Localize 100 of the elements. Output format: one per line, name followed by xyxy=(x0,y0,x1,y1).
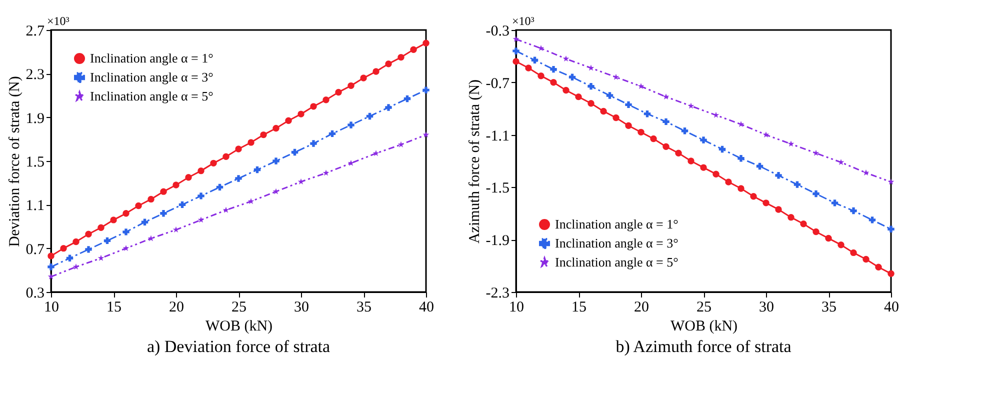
point xyxy=(675,150,682,156)
point xyxy=(788,140,794,147)
point xyxy=(48,252,54,260)
point xyxy=(650,135,657,142)
point xyxy=(750,193,757,200)
point xyxy=(762,200,770,206)
point xyxy=(850,249,857,256)
legend-label: Inclination angle α = 5° xyxy=(555,254,678,270)
y-tick-label: 1.1 xyxy=(26,198,44,214)
point xyxy=(638,82,644,90)
y-tick-label: -1.9 xyxy=(486,233,510,250)
point xyxy=(66,254,74,262)
point xyxy=(322,96,330,104)
point xyxy=(48,264,54,270)
point xyxy=(85,246,92,253)
point xyxy=(600,108,607,115)
point xyxy=(888,270,894,278)
point xyxy=(888,178,894,185)
point xyxy=(98,254,104,261)
point xyxy=(272,158,280,164)
point xyxy=(718,146,726,153)
point xyxy=(104,237,111,244)
point xyxy=(122,210,130,217)
point xyxy=(348,82,354,90)
point xyxy=(72,238,80,246)
point xyxy=(512,48,520,54)
point xyxy=(712,170,720,178)
text: a) Deviation force of strata xyxy=(146,337,331,356)
x-axis-title: WOB (kN) xyxy=(670,318,738,334)
legend-label: Inclination angle α = 5° xyxy=(90,88,214,104)
point xyxy=(562,86,570,94)
point xyxy=(360,74,367,82)
point xyxy=(298,110,304,118)
y-tick-label: 0.7 xyxy=(26,242,45,258)
point xyxy=(794,181,801,188)
x-tick-label: 35 xyxy=(822,300,836,316)
point xyxy=(738,155,744,162)
y-tick-label: -0.7 xyxy=(486,76,510,92)
point xyxy=(862,256,870,263)
x-tick-label: 15 xyxy=(572,300,586,316)
x-tick-label: 40 xyxy=(884,300,899,316)
point xyxy=(398,141,404,148)
point xyxy=(291,148,298,156)
point xyxy=(681,128,688,134)
point xyxy=(216,184,224,191)
point xyxy=(348,160,354,166)
point xyxy=(198,192,204,200)
point xyxy=(725,178,732,186)
point xyxy=(322,170,330,176)
point xyxy=(850,207,857,214)
y-tick-label: -2.3 xyxy=(486,286,510,302)
point xyxy=(662,93,670,100)
point xyxy=(235,146,242,152)
point xyxy=(688,102,694,109)
point xyxy=(738,120,744,128)
point xyxy=(612,114,620,122)
point xyxy=(838,158,844,166)
y-tick-label: -0.3 xyxy=(486,24,510,40)
x-tick-label: 10 xyxy=(44,300,59,316)
x-tick-label: 15 xyxy=(106,300,122,316)
point xyxy=(222,153,230,160)
point xyxy=(606,92,614,99)
point xyxy=(141,218,148,226)
point xyxy=(875,264,882,270)
point xyxy=(135,202,142,210)
point xyxy=(688,158,694,164)
point xyxy=(248,198,254,204)
point xyxy=(512,58,520,65)
point xyxy=(662,118,670,126)
point xyxy=(172,182,180,188)
point xyxy=(762,131,770,138)
point xyxy=(98,224,104,231)
y-tick-label: 0.3 xyxy=(26,286,44,302)
point xyxy=(272,188,280,194)
point xyxy=(550,79,557,86)
point xyxy=(625,101,632,108)
point xyxy=(422,40,430,46)
point xyxy=(888,226,894,232)
point xyxy=(178,201,186,208)
point xyxy=(260,131,267,138)
point xyxy=(85,230,92,238)
x-tick-label: 30 xyxy=(759,300,774,316)
point xyxy=(422,131,430,138)
point xyxy=(662,143,670,150)
point xyxy=(222,206,230,213)
point xyxy=(638,128,644,136)
point xyxy=(310,140,317,147)
point xyxy=(568,74,576,81)
point xyxy=(831,200,838,206)
point xyxy=(385,104,392,111)
point xyxy=(372,68,380,75)
x-tick-label: 25 xyxy=(232,300,246,316)
y-tick-label: 2.7 xyxy=(26,24,45,40)
point xyxy=(625,122,632,129)
text: b) Azimuth force of strata xyxy=(616,337,792,356)
point xyxy=(588,100,594,107)
point xyxy=(385,60,392,68)
legend-label: Inclination angle α = 3° xyxy=(555,236,678,250)
point xyxy=(72,264,80,270)
point xyxy=(285,117,292,124)
